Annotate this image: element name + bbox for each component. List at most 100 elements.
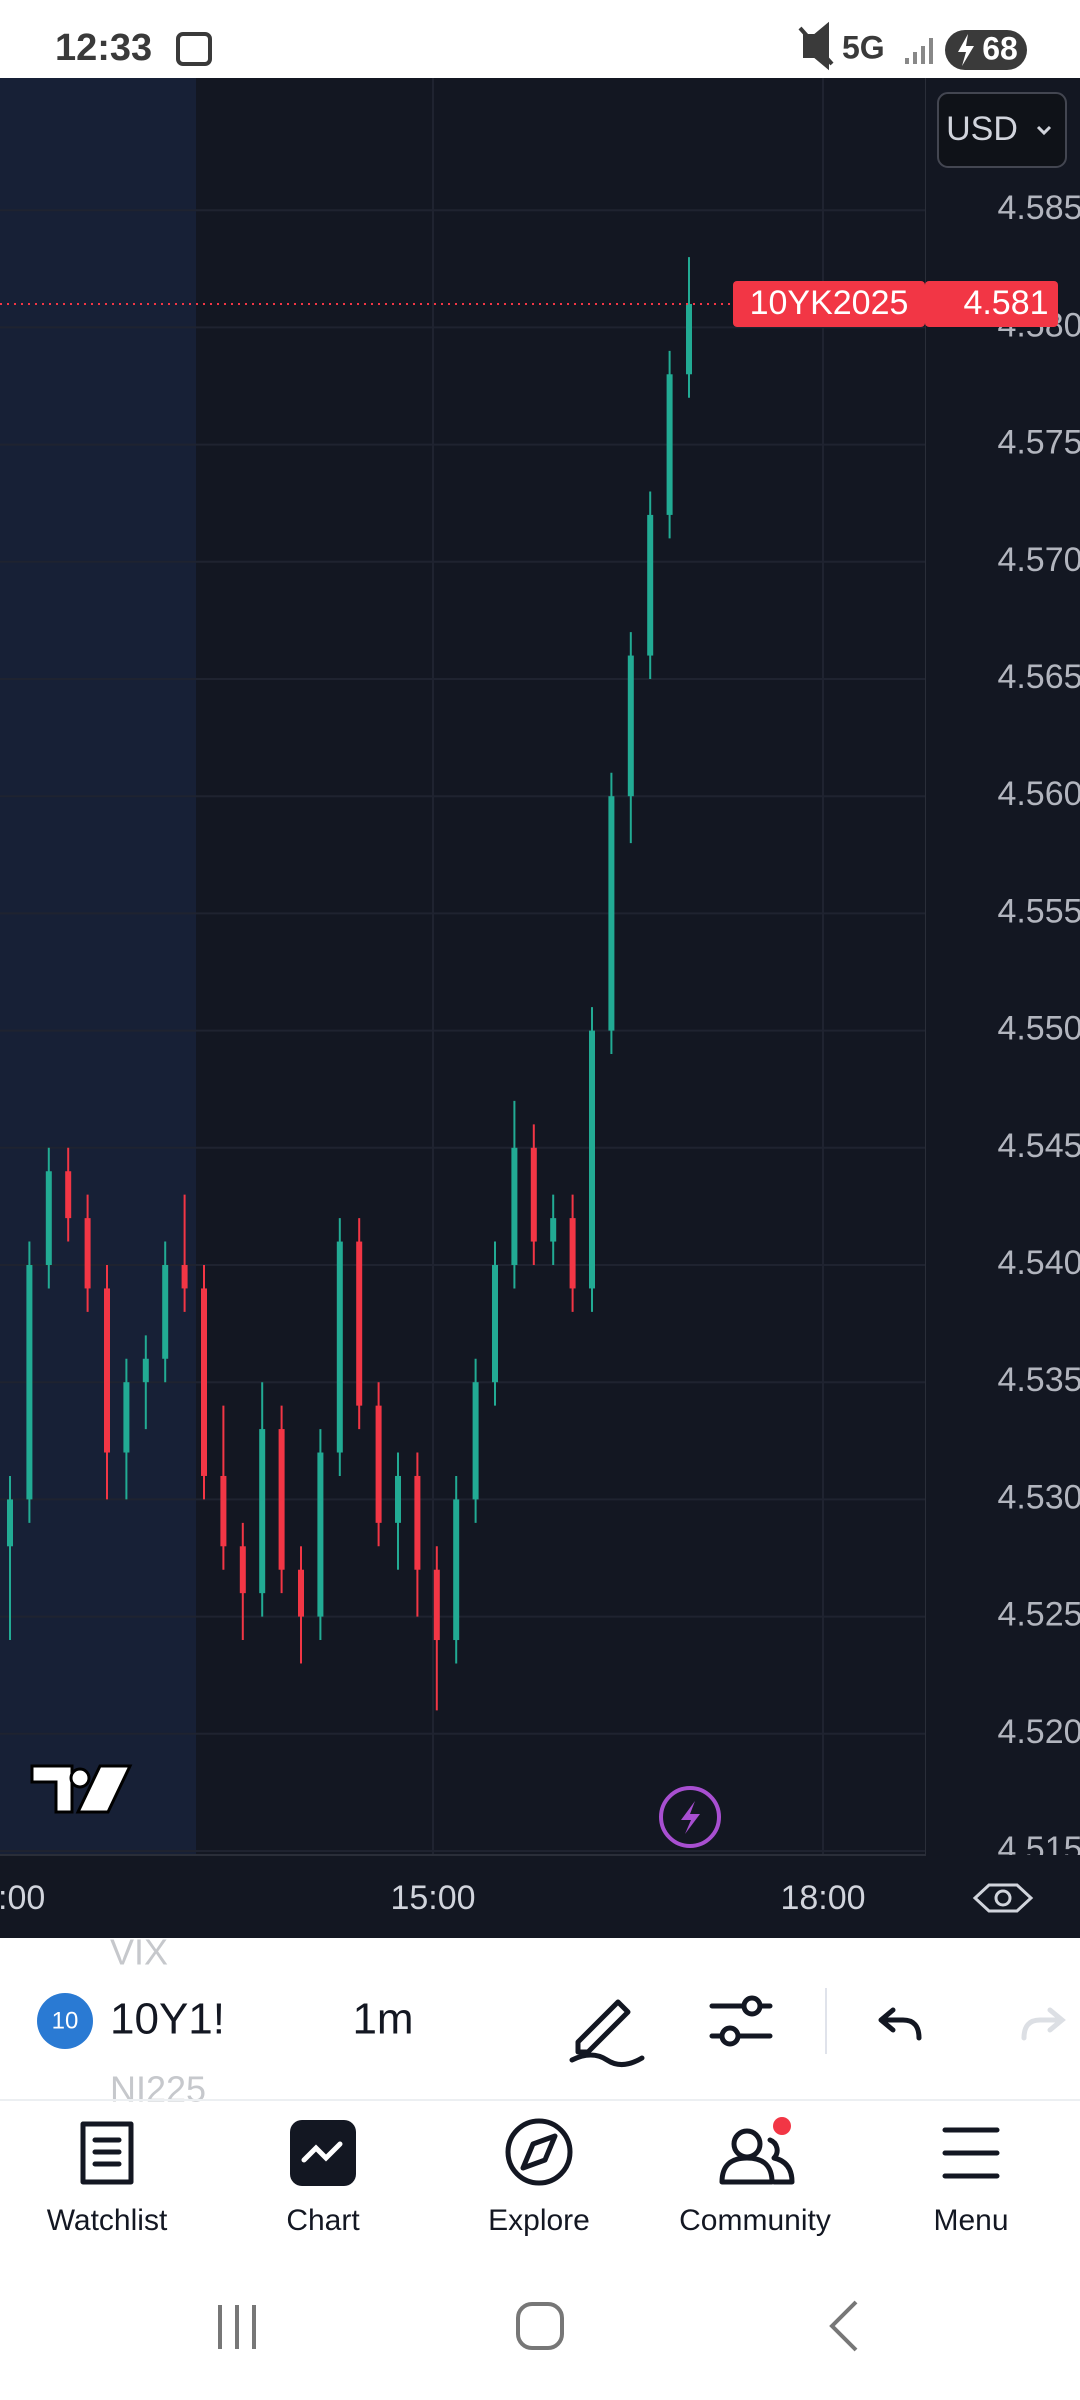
explore-needle xyxy=(520,2133,558,2171)
charging-icon xyxy=(958,34,974,66)
y-tick-label: 4.515 xyxy=(997,1830,1080,1868)
candle-body xyxy=(433,1569,440,1641)
candle-body xyxy=(530,1147,537,1242)
candle-body xyxy=(395,1475,401,1523)
chart-icon-line xyxy=(301,2141,343,2163)
candle-body xyxy=(104,1288,110,1453)
next-symbol[interactable]: NI225 xyxy=(110,2069,206,2110)
badge-text: 10 xyxy=(52,2007,79,2034)
candle-body xyxy=(356,1241,363,1406)
symbol-tag xyxy=(733,280,925,327)
nav-label[interactable]: Explore xyxy=(488,2204,590,2237)
candle-body xyxy=(45,1171,52,1265)
chevron xyxy=(1036,125,1052,136)
symbol-tag-text: 10YK2025 xyxy=(750,284,909,322)
tv-logo xyxy=(30,1764,133,1814)
candle-body xyxy=(686,303,692,375)
candle-body xyxy=(608,796,615,1031)
y-tick-label: 4.570 xyxy=(997,541,1080,579)
price-tag xyxy=(925,280,1058,327)
indicators-knob xyxy=(719,2025,741,2047)
candle-body xyxy=(26,1265,33,1500)
price-tag-text: 4.581 xyxy=(963,284,1048,322)
redo-icon[interactable] xyxy=(1021,2007,1066,2041)
currency: USD xyxy=(946,110,1018,148)
y-tick-label: 4.520 xyxy=(997,1713,1080,1751)
symbol-badge xyxy=(37,1993,93,2049)
community-icon xyxy=(731,2128,763,2160)
menu-icon xyxy=(942,2127,1000,2179)
y-tick-label: 4.535 xyxy=(997,1361,1080,1399)
y-tick-label: 4.560 xyxy=(997,775,1080,813)
y-tick-label: 4.565 xyxy=(997,658,1080,696)
candle-body xyxy=(201,1288,207,1476)
currency-button[interactable] xyxy=(937,92,1067,168)
nav-label[interactable]: Watchlist xyxy=(47,2204,168,2237)
lightning-button[interactable] xyxy=(659,1786,721,1848)
candle-body xyxy=(550,1218,557,1242)
candle-body xyxy=(298,1569,304,1617)
draw-icon[interactable] xyxy=(569,1999,645,2067)
home-button[interactable] xyxy=(516,2302,564,2350)
candle-body xyxy=(336,1241,343,1453)
undo-icon[interactable] xyxy=(878,2007,922,2041)
candle-body xyxy=(472,1382,479,1500)
symbol[interactable]: 10Y1! xyxy=(110,1995,225,2044)
session-shade xyxy=(0,78,196,1855)
candle-body xyxy=(492,1265,498,1383)
candle-body xyxy=(162,1265,169,1359)
candle-body xyxy=(317,1452,324,1617)
back-button[interactable] xyxy=(829,2300,858,2352)
candle-body xyxy=(220,1475,227,1547)
battery-level: 68 xyxy=(982,30,1018,66)
y-tick-label: 4.555 xyxy=(997,892,1080,930)
nav-label[interactable]: Chart xyxy=(286,2204,360,2237)
x-tick-label: :00 xyxy=(0,1879,45,1917)
nav-label[interactable]: Menu xyxy=(933,2204,1008,2237)
candle-body xyxy=(278,1429,285,1570)
last-price: 10YK2025 4.581 xyxy=(0,280,1058,327)
candle-body xyxy=(84,1218,91,1289)
y-tick-label: 4.530 xyxy=(997,1478,1080,1516)
prev-symbol[interactable]: VIX xyxy=(110,1932,168,1973)
candle-body xyxy=(511,1147,518,1265)
time-axis xyxy=(0,1855,1080,1938)
y-tick-label: 4.545 xyxy=(997,1127,1080,1165)
candle-body xyxy=(453,1499,460,1641)
watchlist-icon xyxy=(80,2121,134,2185)
recents-button[interactable] xyxy=(218,2305,256,2349)
candle-body xyxy=(142,1358,149,1383)
explore-icon xyxy=(505,2118,573,2186)
mute-icon xyxy=(798,21,834,71)
signal-icon xyxy=(905,38,933,64)
candle-body xyxy=(414,1475,421,1570)
candle-body xyxy=(647,514,654,656)
candle-body xyxy=(7,1499,13,1547)
candle-body xyxy=(123,1382,130,1453)
status-bar xyxy=(0,0,1080,78)
screenshot-icon xyxy=(176,32,212,66)
grid xyxy=(0,78,926,1855)
settings-hex[interactable] xyxy=(972,1883,1034,1913)
candle-body xyxy=(65,1171,72,1219)
candle-body xyxy=(627,655,634,797)
x-tick-label: 18:00 xyxy=(780,1879,865,1917)
y-tick-label: 4.575 xyxy=(997,424,1080,462)
candle-body xyxy=(666,374,673,515)
community-icon xyxy=(719,2137,795,2185)
candle-body xyxy=(589,1030,595,1289)
notification-dot xyxy=(773,2117,791,2135)
interval[interactable]: 1m xyxy=(352,1995,413,2044)
y-tick-label: 4.525 xyxy=(997,1596,1080,1634)
candles xyxy=(7,257,692,1711)
candle-body xyxy=(375,1405,382,1523)
candle-body xyxy=(259,1429,266,1594)
x-tick-label: 15:00 xyxy=(390,1879,475,1917)
y-tick-label: 4.550 xyxy=(997,1010,1080,1048)
candle-body xyxy=(569,1218,576,1289)
candle-body xyxy=(239,1546,246,1594)
indicators-knob xyxy=(741,1995,763,2017)
clock: 12:33 xyxy=(55,27,152,69)
nav-label[interactable]: Community xyxy=(679,2204,831,2237)
